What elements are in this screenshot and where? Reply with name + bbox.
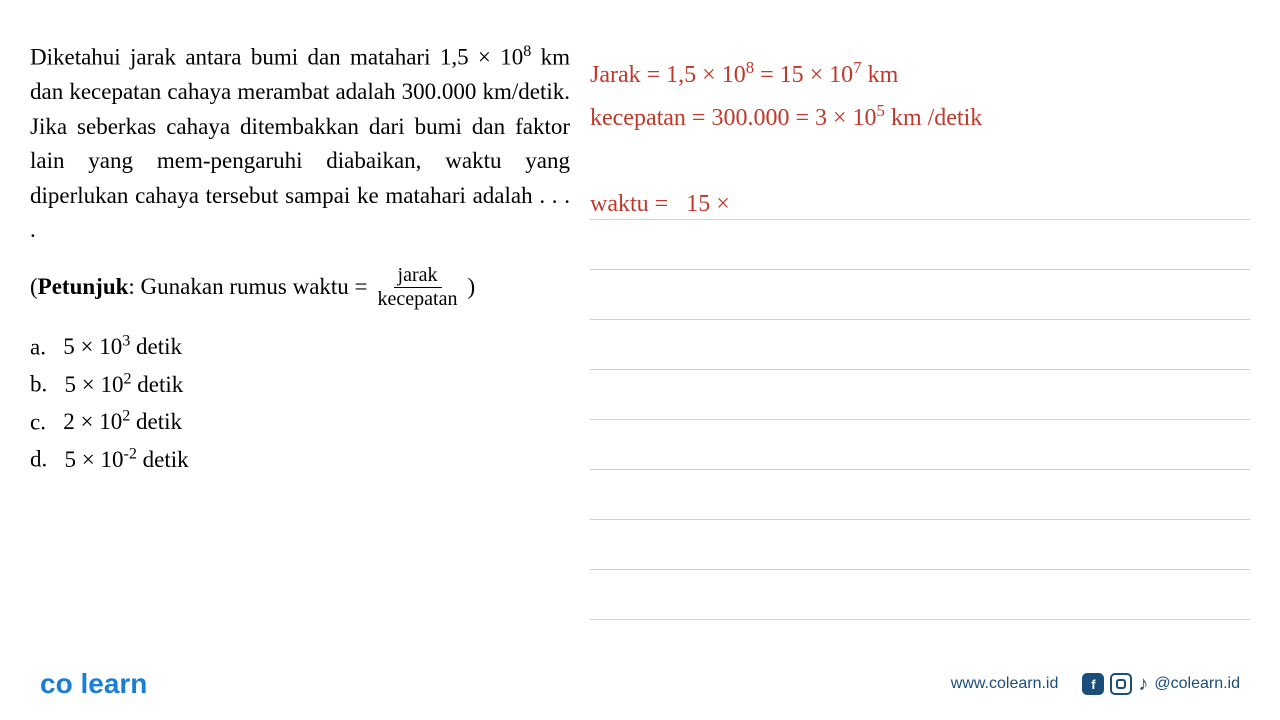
option-d: d. 5 × 10-2 detik (30, 441, 570, 478)
question-text: Diketahui jarak antara bumi dan matahari… (30, 40, 570, 248)
option-b: b. 5 × 102 detik (30, 366, 570, 403)
footer: co learn www.colearn.id f ♪ @colearn.id (0, 668, 1280, 700)
facebook-icon: f (1082, 673, 1104, 695)
answer-options: a. 5 × 103 detik b. 5 × 102 detik c. 2 ×… (30, 329, 570, 479)
question-hint: (Petunjuk : Gunakan rumus waktu = jarak … (30, 264, 570, 311)
option-c: c. 2 × 102 detik (30, 404, 570, 441)
hint-text: : Gunakan rumus waktu = (128, 274, 367, 300)
brand-logo: co learn (40, 668, 147, 700)
hint-label: Petunjuk (38, 274, 129, 300)
instagram-icon (1110, 673, 1132, 695)
hint-fraction: jarak kecepatan (374, 264, 462, 311)
work-panel: Jarak = 1,5 × 108 = 15 × 107 km kecepata… (590, 40, 1250, 640)
option-a: a. 5 × 103 detik (30, 329, 570, 366)
handwriting-line-2: kecepatan = 300.000 = 3 × 105 km /detik (590, 98, 982, 137)
social-handle: @colearn.id (1154, 675, 1240, 693)
ruled-lines (590, 170, 1250, 640)
footer-url: www.colearn.id (951, 675, 1059, 693)
tiktok-icon: ♪ (1138, 673, 1148, 696)
question-panel: Diketahui jarak antara bumi dan matahari… (30, 40, 590, 640)
handwriting-line-3: waktu = 15 × (590, 185, 742, 223)
social-icons: f ♪ @colearn.id (1082, 673, 1240, 696)
footer-right: www.colearn.id f ♪ @colearn.id (951, 673, 1240, 696)
handwriting-line-1: Jarak = 1,5 × 108 = 15 × 107 km (590, 55, 898, 94)
